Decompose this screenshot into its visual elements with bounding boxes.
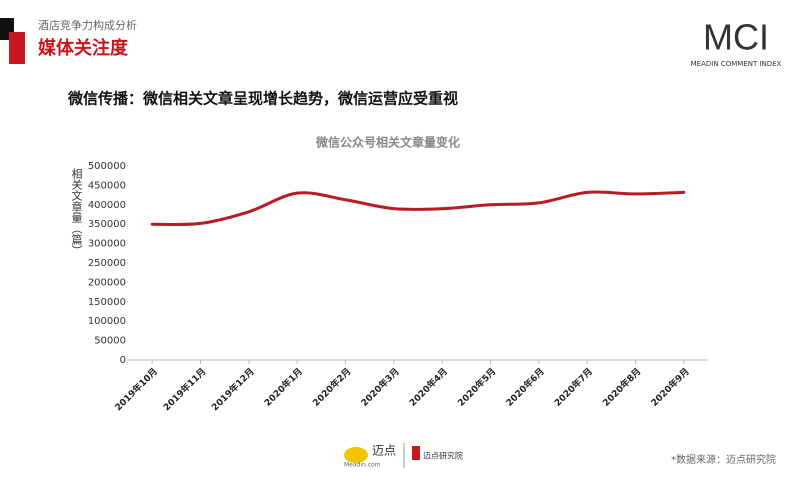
x-tick-label: 2019年12月: [209, 365, 257, 413]
y-tick-label: 200000: [88, 277, 126, 288]
chart-title: 微信公众号相关文章量变化: [315, 135, 460, 150]
x-tick-label: 2019年10月: [112, 365, 160, 413]
header-block: [9, 32, 25, 64]
x-tick-label: 2019年11月: [161, 365, 209, 413]
x-tick-label: 2020年4月: [407, 365, 450, 408]
y-tick-label: 350000: [88, 219, 126, 230]
x-tick-label: 2020年3月: [358, 365, 401, 408]
y-tick-label: 500000: [88, 161, 126, 172]
institute-name: 迈点研究院: [423, 451, 463, 461]
y-tick-label: 300000: [88, 239, 126, 250]
x-tick-label: 2020年5月: [455, 365, 498, 408]
y-tick-label: 400000: [88, 200, 126, 211]
x-tick-label: 2020年6月: [503, 365, 546, 408]
x-tick-label: 2020年8月: [600, 365, 643, 408]
data-line: [150, 190, 686, 227]
y-tick-label: 150000: [88, 297, 126, 308]
brand-icon: [344, 447, 368, 463]
page-title: 媒体关注度: [38, 37, 129, 59]
slide-subtitle: 微信传播：微信相关文章呈现增长趋势，微信运营应受重视: [67, 90, 458, 108]
x-tick-label: 2020年2月: [310, 365, 353, 408]
logo-tagline: MEADIN COMMENT INDEX: [691, 60, 782, 68]
x-tick-label: 2020年9月: [648, 365, 691, 408]
logo-text: MCI: [703, 17, 769, 58]
institute-icon: [412, 446, 420, 460]
x-tick-label: 2020年1月: [262, 365, 305, 408]
section-label: 酒店竞争力构成分析: [38, 18, 137, 32]
y-tick-label: 0: [120, 355, 126, 366]
y-axis-label: 相关文章量（篇）: [70, 168, 83, 256]
y-tick-label: 450000: [88, 180, 126, 191]
y-tick-label: 50000: [94, 336, 126, 347]
brand-name: 迈点: [372, 444, 396, 458]
x-tick-label: 2020年7月: [552, 365, 595, 408]
data-source: *数据来源：迈点研究院: [671, 453, 776, 466]
brand-domain: Meadin.com: [344, 462, 381, 469]
y-tick-label: 250000: [88, 258, 126, 269]
y-tick-label: 100000: [88, 316, 126, 327]
